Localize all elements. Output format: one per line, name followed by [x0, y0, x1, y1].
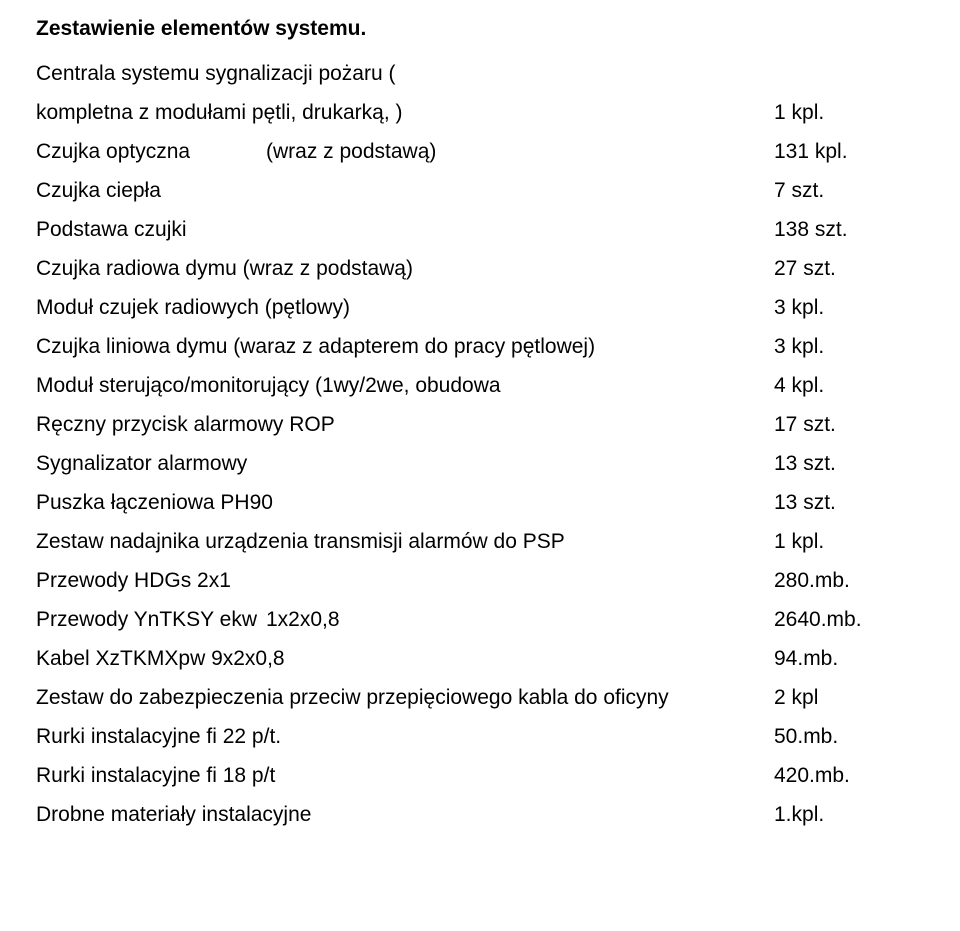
row-label: Podstawa czujki: [36, 219, 774, 240]
row-label: Czujka radiowa dymu (wraz z podstawą): [36, 258, 774, 279]
list-row: Podstawa czujki 138 szt.: [36, 219, 924, 240]
list-row: Rurki instalacyjne fi 18 p/t 420.mb.: [36, 765, 924, 786]
list-row: Czujka radiowa dymu (wraz z podstawą) 27…: [36, 258, 924, 279]
list-row: Ręczny przycisk alarmowy ROP 17 szt.: [36, 414, 924, 435]
list-row: Rurki instalacyjne fi 22 p/t. 50.mb.: [36, 726, 924, 747]
row-value: 2640.mb.: [774, 609, 924, 630]
list-row: Kabel XzTKMXpw 9x2x0,8 94.mb.: [36, 648, 924, 669]
row-label: Przewody HDGs 2x1: [36, 570, 774, 591]
row-label: Puszka łączeniowa PH90: [36, 492, 774, 513]
row-value: 94.mb.: [774, 648, 924, 669]
row-label: Czujka liniowa dymu (waraz z adapterem d…: [36, 336, 774, 357]
list-row: Przewody HDGs 2x1 280.mb.: [36, 570, 924, 591]
row-value: 138 szt.: [774, 219, 924, 240]
row-label: Moduł czujek radiowych (pętlowy): [36, 297, 774, 318]
row-label: kompletna z modułami pętli, drukarką, ): [36, 102, 774, 123]
row-value: 3 kpl.: [774, 336, 924, 357]
list-row: Puszka łączeniowa PH90 13 szt.: [36, 492, 924, 513]
row-label-part: (wraz z podstawą): [266, 141, 436, 162]
row-value: 1 kpl.: [774, 102, 924, 123]
row-value: 13 szt.: [774, 453, 924, 474]
row-value: 27 szt.: [774, 258, 924, 279]
row-label: Rurki instalacyjne fi 22 p/t.: [36, 726, 774, 747]
list-row: Moduł sterująco/monitorujący (1wy/2we, o…: [36, 375, 924, 396]
row-label: Zestaw nadajnika urządzenia transmisji a…: [36, 531, 774, 552]
list-row: Czujka ciepła 7 szt.: [36, 180, 924, 201]
row-label-part: 1x2x0,8: [266, 609, 340, 630]
list-row: Zestaw do zabezpieczenia przeciw przepię…: [36, 687, 924, 708]
list-row: Przewody YnTKSY ekw 1x2x0,8 2640.mb.: [36, 609, 924, 630]
row-label: Ręczny przycisk alarmowy ROP: [36, 414, 774, 435]
list-row: Drobne materiały instalacyjne 1.kpl.: [36, 804, 924, 825]
row-label: Kabel XzTKMXpw 9x2x0,8: [36, 648, 774, 669]
document-page: Zestawienie elementów systemu. Centrala …: [0, 0, 960, 931]
row-value: 1.kpl.: [774, 804, 924, 825]
row-label: Rurki instalacyjne fi 18 p/t: [36, 765, 774, 786]
row-label-part: Przewody YnTKSY ekw: [36, 609, 266, 630]
row-label: Zestaw do zabezpieczenia przeciw przepię…: [36, 687, 774, 708]
row-value: 3 kpl.: [774, 297, 924, 318]
row-value: 13 szt.: [774, 492, 924, 513]
row-label: Czujka optyczna (wraz z podstawą): [36, 141, 774, 162]
intro-line: Centrala systemu sygnalizacji pożaru (: [36, 63, 924, 84]
row-label: Przewody YnTKSY ekw 1x2x0,8: [36, 609, 774, 630]
list-row: Czujka liniowa dymu (waraz z adapterem d…: [36, 336, 924, 357]
page-title: Zestawienie elementów systemu.: [36, 18, 924, 39]
row-label-part: Czujka optyczna: [36, 141, 266, 162]
row-value: 4 kpl.: [774, 375, 924, 396]
list-row: Zestaw nadajnika urządzenia transmisji a…: [36, 531, 924, 552]
row-label: Czujka ciepła: [36, 180, 774, 201]
row-label: Moduł sterująco/monitorujący (1wy/2we, o…: [36, 375, 774, 396]
row-value: 7 szt.: [774, 180, 924, 201]
list-row: Sygnalizator alarmowy 13 szt.: [36, 453, 924, 474]
row-value: 2 kpl: [774, 687, 924, 708]
row-value: 1 kpl.: [774, 531, 924, 552]
list-row: Czujka optyczna (wraz z podstawą) 131 kp…: [36, 141, 924, 162]
list-row: Moduł czujek radiowych (pętlowy) 3 kpl.: [36, 297, 924, 318]
row-value: 280.mb.: [774, 570, 924, 591]
row-value: 17 szt.: [774, 414, 924, 435]
row-value: 50.mb.: [774, 726, 924, 747]
row-label: Drobne materiały instalacyjne: [36, 804, 774, 825]
row-value: 420.mb.: [774, 765, 924, 786]
list-row: kompletna z modułami pętli, drukarką, ) …: [36, 102, 924, 123]
row-value: 131 kpl.: [774, 141, 924, 162]
row-label: Sygnalizator alarmowy: [36, 453, 774, 474]
